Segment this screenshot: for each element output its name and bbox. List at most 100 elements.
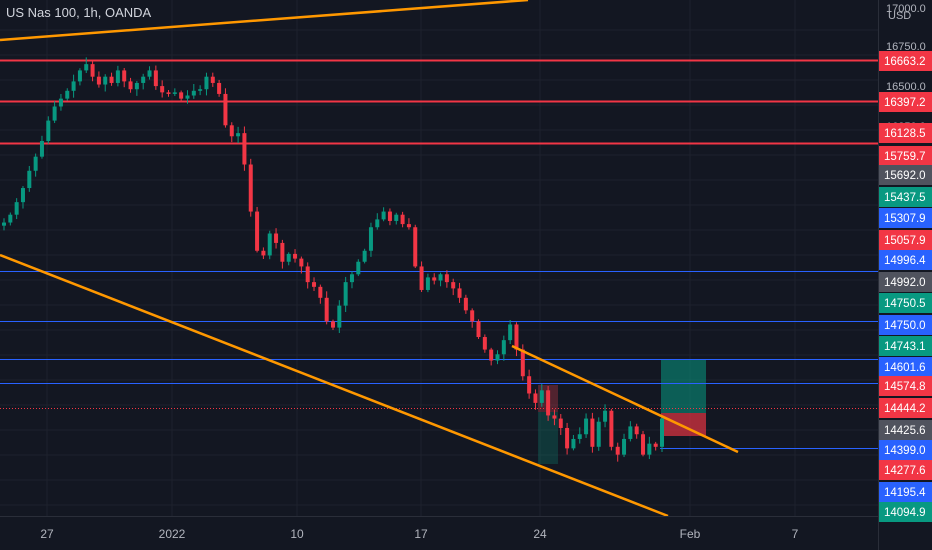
candle-body xyxy=(381,211,386,220)
candle-body xyxy=(141,76,146,83)
candle-body xyxy=(185,95,190,99)
long-stop-zone[interactable] xyxy=(661,413,706,436)
long-target-zone[interactable] xyxy=(661,360,706,413)
candle-body xyxy=(71,81,76,91)
candle-body xyxy=(217,82,222,94)
candle-body xyxy=(84,64,89,71)
candle-body xyxy=(103,76,108,85)
candle-body xyxy=(14,202,19,215)
candle-body xyxy=(122,70,127,82)
price-label-value: 14750.5 xyxy=(884,298,926,310)
price-label-box xyxy=(879,187,932,207)
candle-body xyxy=(413,227,418,267)
candle-body xyxy=(58,98,63,107)
candle-body xyxy=(33,156,38,171)
price-label-box xyxy=(879,398,932,418)
candle-body xyxy=(438,274,443,281)
candle-body xyxy=(349,274,354,283)
candle-body xyxy=(223,93,228,126)
candle-body xyxy=(615,446,620,455)
candle-body xyxy=(425,277,430,290)
candle-body xyxy=(242,133,247,165)
candle-body xyxy=(463,297,468,311)
time-tick-label: Feb xyxy=(680,527,701,541)
channel-trend-line[interactable] xyxy=(511,344,739,454)
price-label-box xyxy=(879,376,932,396)
price-label-value: 14444.2 xyxy=(884,403,926,415)
price-label-value: 14425.6 xyxy=(884,425,926,437)
candle-body xyxy=(533,393,538,403)
candle-body xyxy=(77,70,82,82)
time-tick-label: 17 xyxy=(414,527,428,541)
price-label-value: 15437.5 xyxy=(884,192,926,204)
candle-body xyxy=(584,418,589,435)
candle-body xyxy=(337,305,342,328)
price-tick-label: 17000.0 xyxy=(886,3,926,15)
candle-body xyxy=(451,282,456,289)
candle-body xyxy=(198,89,203,91)
candle-body xyxy=(653,443,658,447)
lower-trend-line[interactable] xyxy=(0,253,669,516)
candle-body xyxy=(324,297,329,322)
time-axis[interactable]: 27 2022 10 17 24 Feb 7 xyxy=(40,527,798,541)
candle-body xyxy=(406,224,411,228)
candle-body xyxy=(476,321,481,338)
price-tick-label: 16500.0 xyxy=(886,81,926,93)
candle-body xyxy=(166,92,171,94)
candle-body xyxy=(622,438,627,455)
candle-body xyxy=(96,76,101,85)
candle-body xyxy=(153,70,158,87)
candle-body xyxy=(128,81,133,90)
price-labels: 16663.2 16397.2 16128.5 15759.7 15692.0 15437… xyxy=(879,51,932,522)
time-tick-label: 10 xyxy=(290,527,304,541)
candle-body xyxy=(134,82,139,90)
price-label-box xyxy=(879,502,932,522)
candle-body xyxy=(248,164,253,212)
candle-body xyxy=(305,266,310,283)
candle-body xyxy=(312,282,317,287)
candle-body xyxy=(204,76,209,90)
candle-body xyxy=(115,70,120,83)
candle-body xyxy=(267,233,272,256)
price-label-value: 16397.2 xyxy=(884,97,926,109)
candle-body xyxy=(229,125,234,137)
candle-body xyxy=(432,277,437,281)
candle-body xyxy=(318,286,323,298)
candle-body xyxy=(565,427,570,449)
candle-body xyxy=(172,92,177,94)
candle-body xyxy=(577,434,582,439)
price-label-value: 14996.4 xyxy=(884,255,926,267)
candle-body xyxy=(552,415,557,419)
candle-body xyxy=(419,266,424,290)
candle-body xyxy=(2,222,6,226)
price-label-box xyxy=(879,482,932,502)
candle-body xyxy=(274,233,279,243)
candle-body xyxy=(641,434,646,455)
candle-body xyxy=(160,86,165,93)
price-label-value: 14992.0 xyxy=(884,277,926,289)
candle-body xyxy=(489,349,494,361)
candle-body xyxy=(255,211,260,251)
candle-body xyxy=(520,349,525,377)
price-label-value: 14277.6 xyxy=(884,465,926,477)
price-label-value: 14743.1 xyxy=(884,341,926,353)
candle-body xyxy=(368,227,373,251)
candle-body xyxy=(280,242,285,262)
candle-body xyxy=(501,340,506,355)
candle-body xyxy=(179,92,184,99)
upper-trend-line[interactable] xyxy=(0,0,529,42)
price-label-value: 14601.6 xyxy=(884,362,926,374)
price-label-value: 15057.9 xyxy=(884,235,926,247)
candle-body xyxy=(46,120,51,141)
price-label-box xyxy=(879,208,932,228)
candle-body xyxy=(27,170,32,189)
candle-body xyxy=(546,390,551,416)
candle-body xyxy=(20,188,25,203)
candle-body xyxy=(628,426,633,439)
candle-body xyxy=(109,76,114,83)
price-label-box xyxy=(879,51,932,71)
price-label-value: 16663.2 xyxy=(884,56,926,68)
price-label-box xyxy=(879,146,932,166)
